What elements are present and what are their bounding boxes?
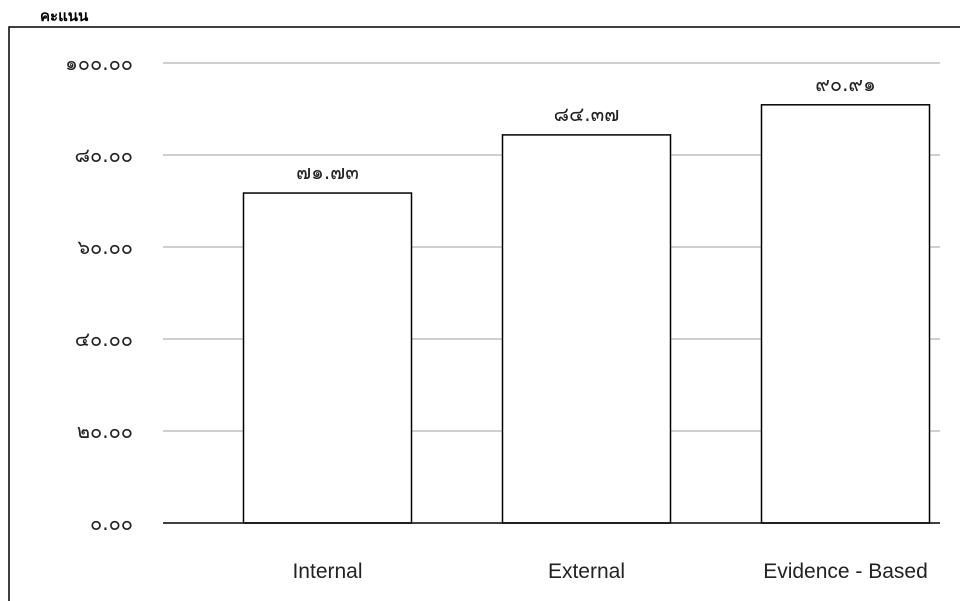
x-category-label: Evidence - Based bbox=[763, 560, 928, 583]
bar bbox=[242, 192, 413, 524]
bar-value-label: ๙๐.๙๑ bbox=[815, 72, 876, 96]
y-axis-ticks: ๐.๐๐ ๒๐.๐๐ ๔๐.๐๐ ๖๐.๐๐ ๘๐.๐๐ ๑๐๐.๐๐ bbox=[65, 51, 133, 535]
y-axis-label: คะแนน bbox=[40, 8, 89, 25]
bar bbox=[501, 134, 672, 524]
y-tick-label: ๔๐.๐๐ bbox=[75, 327, 133, 351]
bar bbox=[760, 104, 931, 524]
bar-value-label: ๘๔.๓๗ bbox=[554, 102, 620, 126]
data-labels: ๗๑.๗๓ ๘๔.๓๗ ๙๐.๙๑ bbox=[296, 72, 876, 184]
y-tick-label: ๐.๐๐ bbox=[90, 511, 133, 535]
chart-frame bbox=[8, 26, 960, 601]
x-axis-categories: Internal External Evidence - Based bbox=[292, 560, 927, 583]
y-tick-label: ๘๐.๐๐ bbox=[75, 143, 133, 167]
y-tick-label: ๒๐.๐๐ bbox=[77, 419, 133, 443]
bar-value-label: ๗๑.๗๓ bbox=[296, 160, 359, 184]
x-category-label: Internal bbox=[292, 560, 362, 583]
y-tick-label: ๑๐๐.๐๐ bbox=[65, 51, 133, 75]
x-category-label: External bbox=[548, 560, 625, 583]
bars bbox=[242, 104, 931, 524]
y-tick-label: ๖๐.๐๐ bbox=[77, 235, 133, 259]
